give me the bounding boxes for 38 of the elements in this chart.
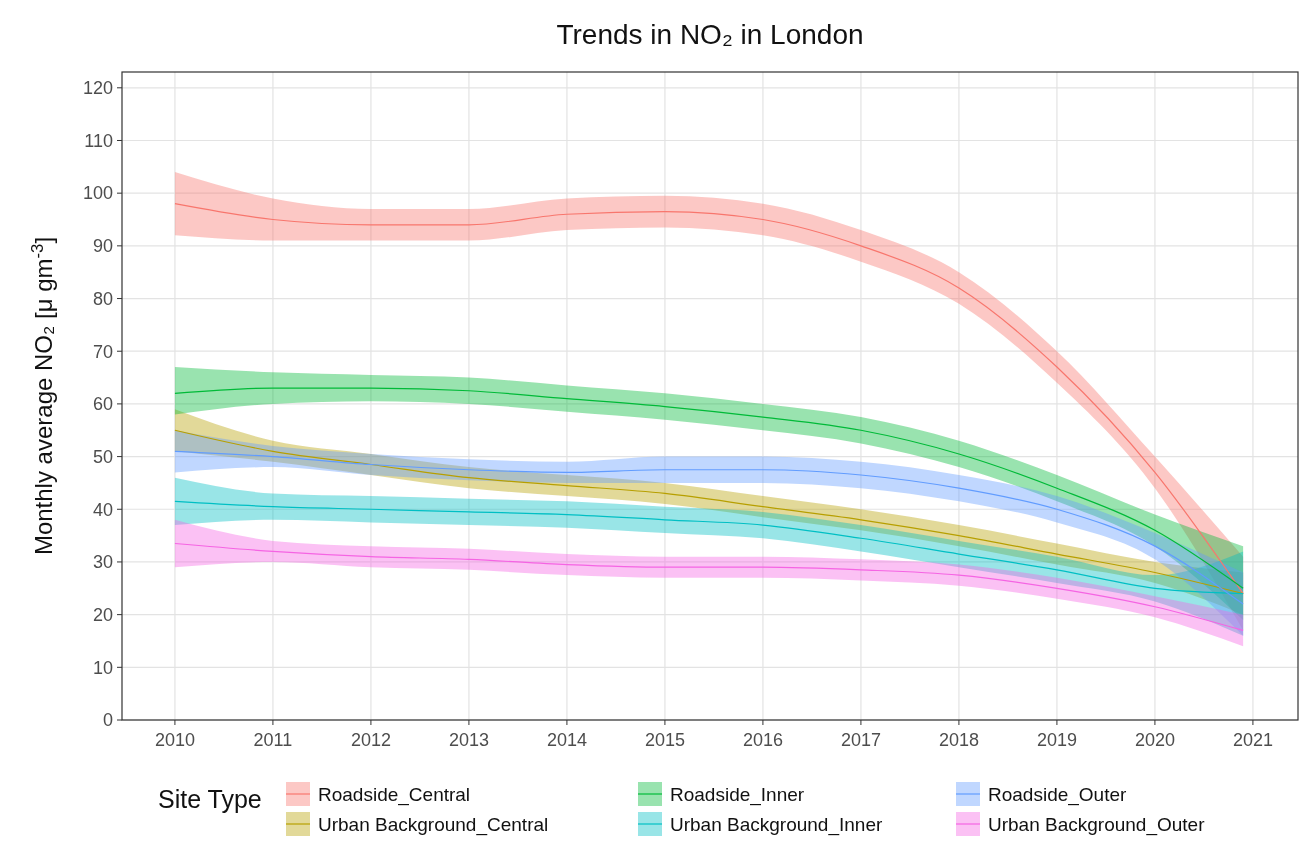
x-tick-label: 2019 [1036, 730, 1077, 750]
y-tick-label: 60 [92, 394, 113, 415]
y-tick-label: 10 [92, 657, 113, 678]
y-tick-label: 110 [84, 130, 113, 151]
y-tick-label: 20 [92, 604, 113, 625]
legend-label: Roadside_Outer [988, 784, 1128, 806]
x-tick-label: 2015 [644, 730, 685, 750]
y-tick-label: 70 [92, 341, 113, 362]
x-tick-label: 2013 [448, 730, 489, 750]
legend-label: Urban Background_Central [318, 814, 549, 836]
y-tick-label: 30 [92, 552, 113, 573]
legend-label: Urban Background_Inner [670, 814, 883, 836]
legend-label: Roadside_Central [318, 784, 471, 806]
line-series [174, 450, 1244, 605]
y-tick-label: 90 [92, 236, 113, 257]
x-tick-label: 2011 [253, 730, 293, 750]
y-tick-label: 0 [102, 710, 113, 731]
chart-title: Trends in NO₂ in London [556, 19, 864, 50]
x-tick-label: 2016 [742, 730, 783, 750]
line-series [174, 542, 1244, 632]
x-tick-label: 2020 [1134, 730, 1175, 750]
y-tick-label: 100 [82, 183, 113, 204]
legend-label: Urban Background_Outer [988, 814, 1206, 836]
line-series [174, 429, 1244, 595]
x-tick-label: 2012 [350, 730, 391, 750]
y-tick-label: 40 [92, 499, 113, 520]
x-tick-label: 2010 [154, 730, 195, 750]
legend-title: Site Type [158, 785, 262, 813]
x-tick-label: 2018 [938, 730, 979, 750]
legend-label: Roadside_Inner [670, 784, 805, 806]
x-tick-label: 2017 [840, 730, 881, 750]
line-series [174, 500, 1244, 595]
y-tick-label: 120 [82, 78, 113, 99]
y-tick-label: 80 [92, 288, 113, 309]
y-tick-label: 50 [92, 446, 113, 467]
x-tick-label: 2021 [1232, 730, 1273, 750]
x-tick-label: 2014 [546, 730, 587, 750]
line-series [174, 387, 1244, 589]
